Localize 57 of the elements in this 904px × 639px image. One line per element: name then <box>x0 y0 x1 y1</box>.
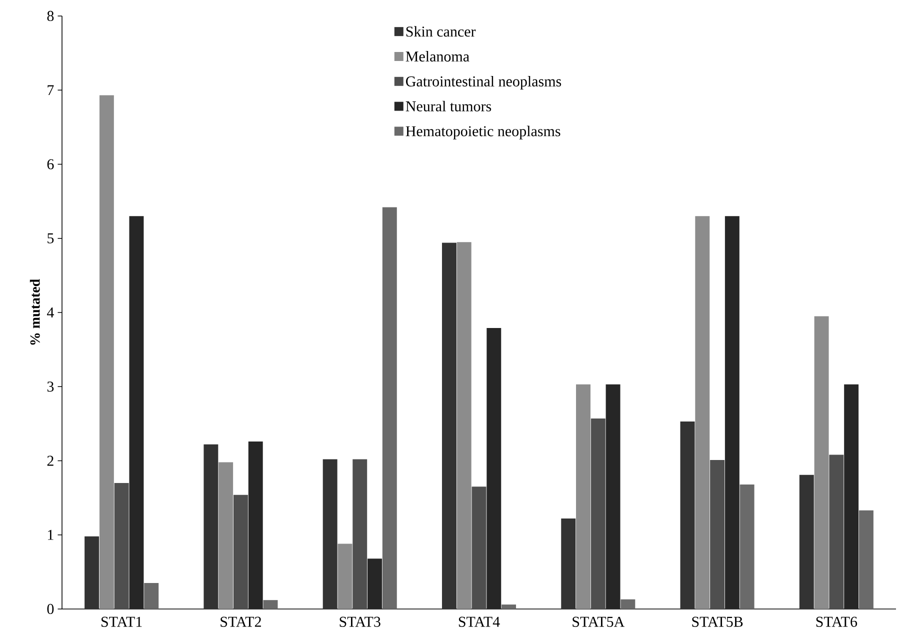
bar <box>486 328 502 609</box>
bar <box>382 207 397 609</box>
bar <box>218 462 234 609</box>
legend-label: Gatrointestinal neoplasms <box>406 76 562 90</box>
bar <box>99 95 114 609</box>
bar <box>740 484 754 609</box>
bar <box>322 459 338 609</box>
legend-label: Neural tumors <box>406 100 492 112</box>
legend-label: Skin cancer <box>406 26 476 37</box>
bar <box>695 216 710 609</box>
y-tick-label: 6 <box>47 159 54 170</box>
bar <box>576 384 590 609</box>
bar <box>456 242 472 609</box>
y-tick-label: 5 <box>48 233 54 244</box>
x-tick-label: STAT5A <box>572 616 625 627</box>
y-tick-label: 3 <box>47 382 54 392</box>
bar <box>368 558 382 609</box>
bar <box>263 600 278 609</box>
bar <box>502 604 516 609</box>
y-tick-label: 7 <box>48 85 54 96</box>
bar <box>844 384 859 609</box>
bar <box>858 510 874 609</box>
y-tick-label: 8 <box>47 10 54 22</box>
legend-label: Hematopoietic neoplasms <box>406 126 560 140</box>
bar <box>352 459 368 609</box>
y-tick-label: 2 <box>47 456 54 466</box>
bar <box>233 494 248 609</box>
y-axis-title: % mutated <box>30 279 40 345</box>
bar <box>799 474 814 609</box>
y-tick-label: 0 <box>47 604 54 614</box>
x-tick-label: STAT4 <box>458 616 500 627</box>
bar <box>814 316 829 609</box>
bar <box>606 384 620 609</box>
x-tick-label: STAT6 <box>816 616 858 627</box>
bar <box>472 486 486 609</box>
bar <box>620 599 636 609</box>
bar <box>248 441 263 609</box>
bar <box>84 536 100 609</box>
y-tick-label: 4 <box>47 308 54 318</box>
bar <box>204 444 218 609</box>
bar <box>590 418 606 609</box>
x-tick-label: STAT3 <box>340 616 380 627</box>
bar <box>680 421 695 609</box>
bar <box>724 216 740 609</box>
bar <box>144 583 159 609</box>
x-tick-label: STAT5B <box>692 616 743 627</box>
bar <box>114 482 129 609</box>
legend-label: Melanoma <box>406 51 470 62</box>
bar <box>710 460 725 609</box>
bar <box>829 454 844 609</box>
x-tick-label: STAT1 <box>102 616 142 627</box>
bar <box>129 216 144 609</box>
y-tick-label: 1 <box>48 530 54 540</box>
x-tick-label: STAT2 <box>220 616 261 627</box>
bar <box>442 242 456 609</box>
bar <box>338 544 352 609</box>
bar <box>561 518 576 609</box>
